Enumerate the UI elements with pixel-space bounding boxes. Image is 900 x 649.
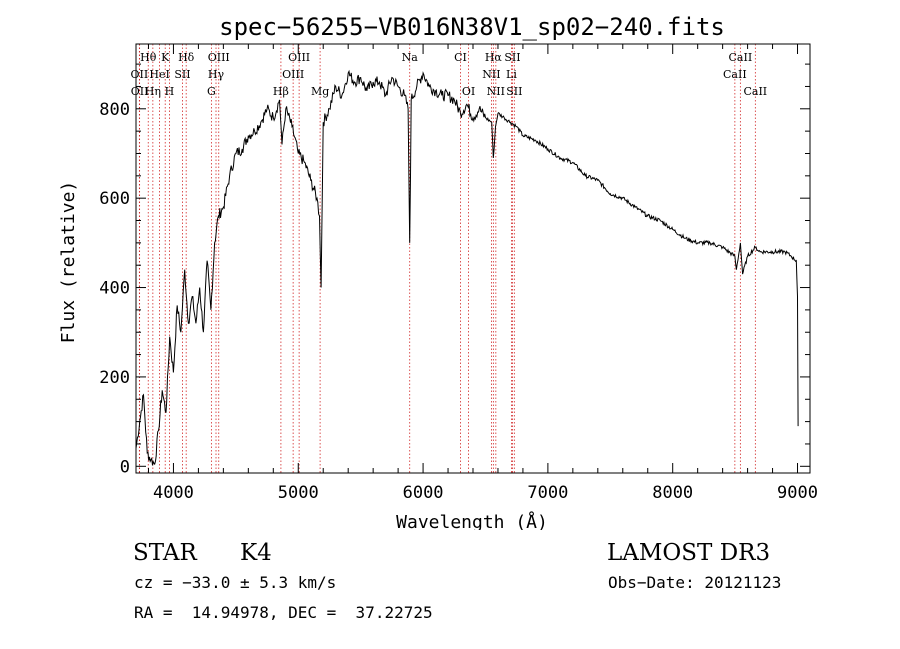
line-label: G [207, 85, 216, 98]
line-label: CaII [723, 68, 747, 81]
line-label: CaII [729, 51, 753, 64]
line-label: HeI [149, 68, 169, 81]
x-tick-label: 8000 [652, 483, 693, 503]
line-label: CaII [743, 85, 767, 98]
line-label: Hα [485, 51, 503, 64]
line-label: Hγ [208, 68, 225, 81]
line-label: OII [131, 68, 149, 81]
x-tick-label: 6000 [403, 483, 444, 503]
coordinates-readout: RA = 14.94978, DEC = 37.22725 [134, 603, 433, 622]
line-label: OIII [282, 68, 304, 81]
line-markers [138, 44, 756, 473]
axis-ticks: 4000 5000 6000 7000 8000 9000 0 200 400 600 800 [99, 44, 818, 503]
line-label: Na [402, 51, 419, 64]
line-label: K [161, 51, 170, 64]
x-axis-label: Wavelength (Å) [396, 511, 548, 530]
line-label: NII [482, 68, 500, 81]
line-label: SII [506, 85, 522, 98]
line-label: Hθ [140, 51, 157, 64]
line-label: OIII [288, 51, 310, 64]
line-label: SII [174, 68, 190, 81]
line-label: OIII [208, 51, 230, 64]
x-tick-label: 9000 [777, 483, 818, 503]
y-tick-label: 0 [120, 457, 130, 477]
line-label: SII [504, 51, 520, 64]
y-tick-label: 800 [99, 100, 130, 120]
line-label: CI [454, 51, 467, 64]
line-label: Hδ [178, 51, 195, 64]
x-tick-label: 4000 [153, 483, 194, 503]
y-axis-label: Flux (relative) [58, 181, 79, 344]
line-label: H [165, 85, 175, 98]
x-tick-label: 5000 [278, 483, 319, 503]
object-class: STAR [133, 540, 197, 566]
redshift-readout: cz = −33.0 ± 5.3 km/s [134, 573, 337, 592]
y-tick-label: 200 [99, 368, 130, 388]
chart-title: spec−56255−VB016N38V1_sp02−240.fits [219, 13, 725, 41]
line-label: OII [131, 85, 149, 98]
line-label: Hη [145, 85, 161, 98]
y-tick-label: 400 [99, 279, 130, 299]
object-subclass: K4 [240, 540, 272, 566]
observation-date: Obs−Date: 20121123 [608, 573, 782, 592]
line-label: OI [462, 85, 475, 98]
line-label: Li [506, 68, 517, 81]
line-label: Mg [311, 85, 329, 98]
survey-name: LAMOST DR3 [607, 540, 771, 566]
y-tick-label: 600 [99, 189, 130, 209]
line-label: NII [487, 85, 505, 98]
spectrum-line [135, 69, 799, 466]
line-label: Hβ [273, 85, 289, 98]
x-tick-label: 7000 [527, 483, 568, 503]
plot-frame [135, 43, 811, 474]
